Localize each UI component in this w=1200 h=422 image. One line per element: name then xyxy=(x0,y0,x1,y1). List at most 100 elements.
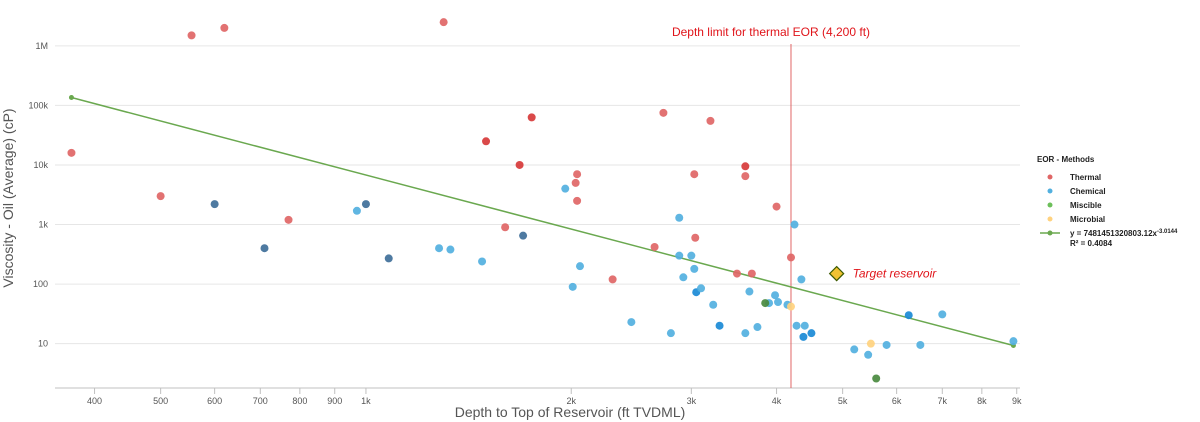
data-point-chemical[interactable] xyxy=(807,329,816,338)
data-point-microbial[interactable] xyxy=(786,302,795,311)
grid-lines xyxy=(55,45,1020,345)
data-point-chemical[interactable] xyxy=(771,291,780,300)
data-point-thermal[interactable] xyxy=(573,196,582,205)
depth-limit-label: Depth limit for thermal EOR (4,200 ft) xyxy=(672,25,870,39)
data-point-chemical[interactable] xyxy=(361,200,370,209)
x-tick-label: 6k xyxy=(892,396,902,406)
data-point-chemical[interactable] xyxy=(260,244,269,253)
data-point-chemical[interactable] xyxy=(478,257,487,266)
data-point-chemical[interactable] xyxy=(753,323,762,332)
data-point-thermal[interactable] xyxy=(501,223,510,232)
x-tick-label: 800 xyxy=(292,396,307,406)
data-point-chemical[interactable] xyxy=(800,321,809,330)
data-point-chemical[interactable] xyxy=(666,329,675,338)
x-tick-label: 400 xyxy=(87,396,102,406)
legend-label-thermal: Thermal xyxy=(1070,173,1101,182)
data-point-thermal[interactable] xyxy=(706,116,715,125)
data-point-thermal[interactable] xyxy=(220,23,229,32)
data-point-thermal[interactable] xyxy=(747,269,756,278)
x-tick-label: 7k xyxy=(938,396,948,406)
data-point-thermal[interactable] xyxy=(650,242,659,251)
data-point-chemical[interactable] xyxy=(741,329,750,338)
data-point-chemical[interactable] xyxy=(384,254,393,263)
y-tick-label: 10 xyxy=(38,339,48,349)
y-axis-title: Viscosity - Oil (Average) (cP) xyxy=(0,108,16,287)
data-point-chemical[interactable] xyxy=(675,251,684,260)
data-points xyxy=(67,18,1018,383)
data-point-chemical[interactable] xyxy=(575,262,584,271)
data-point-thermal[interactable] xyxy=(573,170,582,179)
data-point-miscible[interactable] xyxy=(872,374,881,383)
x-tick-label: 900 xyxy=(327,396,342,406)
data-point-chemical[interactable] xyxy=(864,350,873,359)
data-point-thermal[interactable] xyxy=(772,202,781,211)
data-point-chemical[interactable] xyxy=(745,287,754,296)
data-point-thermal[interactable] xyxy=(691,233,700,242)
x-tick-label: 5k xyxy=(838,396,848,406)
data-point-chemical[interactable] xyxy=(850,345,859,354)
data-point-chemical[interactable] xyxy=(916,340,925,349)
data-point-chemical[interactable] xyxy=(792,321,801,330)
y-tick-label: 1M xyxy=(35,41,48,51)
data-point-thermal[interactable] xyxy=(439,18,448,27)
legend-label-miscible: Miscible xyxy=(1070,201,1102,210)
data-point-chemical[interactable] xyxy=(938,310,947,319)
data-point-chemical[interactable] xyxy=(687,251,696,260)
legend-marker-chemical xyxy=(1047,188,1053,194)
data-point-chemical[interactable] xyxy=(561,184,570,193)
data-point-thermal[interactable] xyxy=(156,192,165,201)
data-point-chemical[interactable] xyxy=(352,206,361,215)
trendline xyxy=(68,95,1016,348)
data-point-microbial[interactable] xyxy=(866,339,875,348)
data-point-chemical[interactable] xyxy=(446,245,455,254)
legend-label-chemical: Chemical xyxy=(1070,187,1106,196)
data-point-chemical[interactable] xyxy=(568,282,577,291)
data-point-thermal[interactable] xyxy=(608,275,617,284)
data-point-chemical[interactable] xyxy=(882,340,891,349)
data-point-chemical[interactable] xyxy=(904,311,913,320)
data-point-thermal[interactable] xyxy=(527,113,536,122)
data-point-chemical[interactable] xyxy=(774,298,783,307)
data-point-thermal[interactable] xyxy=(659,108,668,117)
data-point-miscible[interactable] xyxy=(761,299,770,308)
trendline-path xyxy=(71,96,1014,347)
x-tick-label: 700 xyxy=(253,396,268,406)
legend-title: EOR - Methods xyxy=(1037,155,1095,164)
data-point-chemical[interactable] xyxy=(627,318,636,327)
data-point-thermal[interactable] xyxy=(732,269,741,278)
data-point-thermal[interactable] xyxy=(786,253,795,262)
data-point-thermal[interactable] xyxy=(284,215,293,224)
data-point-chemical[interactable] xyxy=(715,321,724,330)
legend-label-microbial: Microbial xyxy=(1070,215,1105,224)
data-point-chemical[interactable] xyxy=(690,264,699,273)
legend: EOR - Methods Thermal Chemical Miscible Mic… xyxy=(1037,155,1178,248)
data-point-chemical[interactable] xyxy=(675,213,684,222)
data-point-thermal[interactable] xyxy=(571,178,580,187)
data-point-chemical[interactable] xyxy=(697,284,706,293)
data-point-thermal[interactable] xyxy=(67,148,76,157)
y-tick-label: 100 xyxy=(33,279,48,289)
x-tick-label: 1k xyxy=(361,396,371,406)
target-reservoir-marker[interactable] xyxy=(828,265,845,282)
data-point-chemical[interactable] xyxy=(709,300,718,309)
data-point-thermal[interactable] xyxy=(187,31,196,40)
data-point-thermal[interactable] xyxy=(690,170,699,179)
data-point-chemical[interactable] xyxy=(1009,337,1018,346)
y-tick-label: 100k xyxy=(28,100,48,110)
data-point-chemical[interactable] xyxy=(519,231,528,240)
data-point-chemical[interactable] xyxy=(435,244,444,253)
y-axis: 10 100 1k 10k 100k 1M xyxy=(28,41,48,349)
x-axis: 400 500 600 700 800 900 1k 2k 3k 4k 5k 6k 7k 8k 9k xyxy=(55,387,1022,406)
data-point-chemical[interactable] xyxy=(799,332,808,341)
data-point-thermal[interactable] xyxy=(741,162,750,171)
data-point-chemical[interactable] xyxy=(679,273,688,282)
data-point-chemical[interactable] xyxy=(790,220,799,229)
data-point-chemical[interactable] xyxy=(210,200,219,209)
data-point-thermal[interactable] xyxy=(741,172,750,181)
legend-marker-microbial xyxy=(1047,216,1053,222)
data-point-thermal[interactable] xyxy=(482,137,491,146)
x-tick-label: 600 xyxy=(207,396,222,406)
data-point-thermal[interactable] xyxy=(515,160,524,169)
data-point-chemical[interactable] xyxy=(797,275,806,284)
